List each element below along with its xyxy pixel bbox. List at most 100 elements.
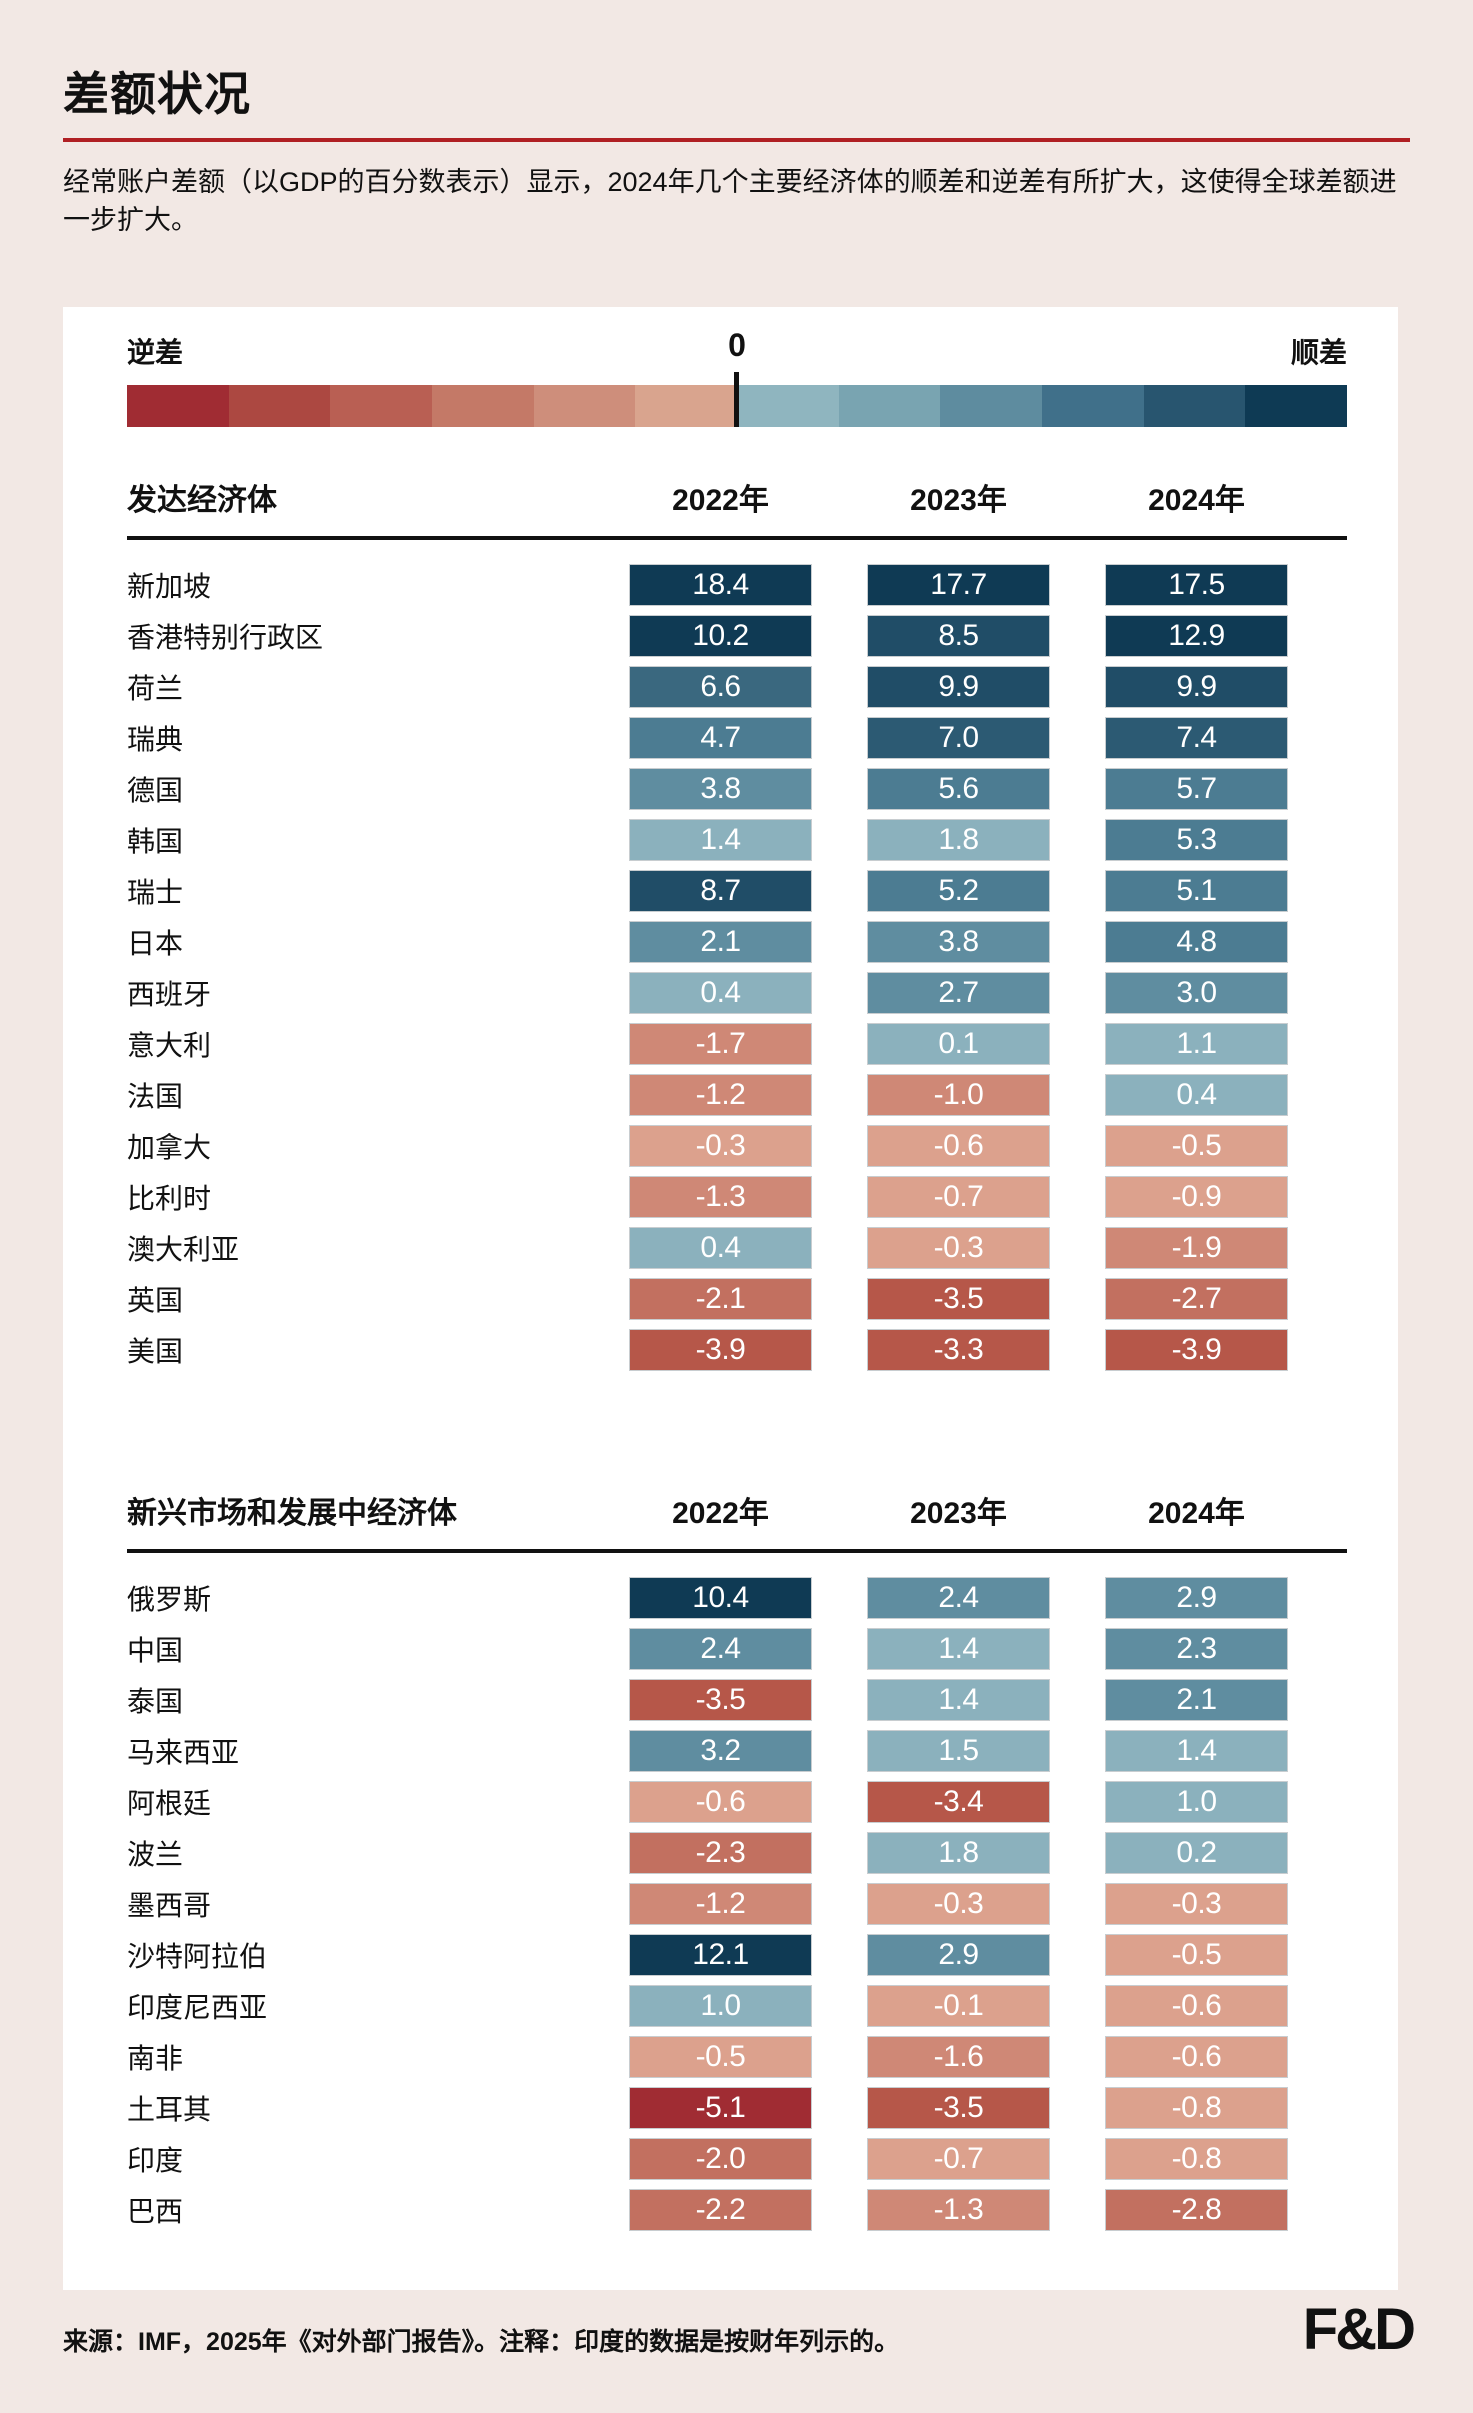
table-row: 英国 -2.1 -3.5 -2.7 (127, 1278, 1347, 1320)
table-row: 墨西哥 -1.2 -0.3 -0.3 (127, 1883, 1347, 1925)
country-label: 德国 (127, 775, 184, 806)
value-cell: 1.8 (867, 1832, 1050, 1874)
value-cell: 9.9 (867, 666, 1050, 708)
value-cell: 0.4 (1105, 1074, 1288, 1116)
legend-zero-label: 0 (728, 327, 746, 363)
value-cell: 4.7 (629, 717, 812, 759)
value-cell: 10.4 (629, 1577, 812, 1619)
value-cell: -0.3 (629, 1125, 812, 1167)
value-cell: -3.9 (1105, 1329, 1288, 1371)
section-emerging-economies: 新兴市场和发展中经济体 2022年 2023年 2024年 俄罗斯 10.4 2.4 2.… (127, 1488, 1347, 2240)
value-cell: -0.6 (1105, 2036, 1288, 2078)
value-cell: -1.3 (629, 1176, 812, 1218)
value-cell: -1.2 (629, 1883, 812, 1925)
country-label: 西班牙 (127, 979, 212, 1010)
table-row: 阿根廷 -0.6 -3.4 1.0 (127, 1781, 1347, 1823)
table-row: 南非 -0.5 -1.6 -0.6 (127, 2036, 1347, 2078)
value-cell: 5.7 (1105, 768, 1288, 810)
column-header-year: 2023年 (910, 484, 1007, 517)
country-label: 比利时 (127, 1183, 212, 1214)
table-row: 加拿大 -0.3 -0.6 -0.5 (127, 1125, 1347, 1167)
table-row: 比利时 -1.3 -0.7 -0.9 (127, 1176, 1347, 1218)
country-label: 法国 (127, 1081, 184, 1112)
chart-card: 逆差 0 顺差 发达经济体 2022年 2023年 2024年 新加坡 18.4 17.… (63, 307, 1398, 2290)
table-row: 德国 3.8 5.6 5.7 (127, 768, 1347, 810)
value-cell: -1.9 (1105, 1227, 1288, 1269)
value-cell: -2.2 (629, 2189, 812, 2231)
country-label: 瑞典 (127, 724, 184, 755)
country-label: 中国 (127, 1635, 184, 1666)
value-cell: 2.9 (1105, 1577, 1288, 1619)
value-cell: -5.1 (629, 2087, 812, 2129)
country-label: 墨西哥 (127, 1890, 212, 1921)
zero-tick-mark (734, 372, 739, 427)
color-scale-segment (1245, 385, 1348, 427)
value-cell: -3.5 (867, 1278, 1050, 1320)
value-cell: -0.6 (629, 1781, 812, 1823)
color-scale-bar (127, 385, 1348, 427)
table-row: 意大利 -1.7 0.1 1.1 (127, 1023, 1347, 1065)
table-row: 澳大利亚 0.4 -0.3 -1.9 (127, 1227, 1347, 1269)
value-cell: 1.4 (867, 1679, 1050, 1721)
table-row: 新加坡 18.4 17.7 17.5 (127, 564, 1347, 606)
table-row: 沙特阿拉伯 12.1 2.9 -0.5 (127, 1934, 1347, 1976)
value-cell: 0.2 (1105, 1832, 1288, 1874)
table-row: 俄罗斯 10.4 2.4 2.9 (127, 1577, 1347, 1619)
value-cell: 1.4 (629, 819, 812, 861)
value-cell: 2.4 (867, 1577, 1050, 1619)
value-cell: 1.5 (867, 1730, 1050, 1772)
value-cell: -0.3 (1105, 1883, 1288, 1925)
value-cell: 7.4 (1105, 717, 1288, 759)
column-header-year: 2022年 (672, 1497, 769, 1530)
country-label: 香港特别行政区 (127, 622, 324, 653)
section-header: 发达经济体 2022年 2023年 2024年 (127, 475, 1347, 519)
value-cell: -3.9 (629, 1329, 812, 1371)
column-header-year: 2023年 (910, 1497, 1007, 1530)
value-cell: 8.5 (867, 615, 1050, 657)
country-label: 印度尼西亚 (127, 1992, 268, 2023)
value-cell: 2.4 (629, 1628, 812, 1670)
color-scale-segment (635, 385, 738, 427)
table-row: 荷兰 6.6 9.9 9.9 (127, 666, 1347, 708)
value-cell: 3.8 (629, 768, 812, 810)
value-cell: 9.9 (1105, 666, 1288, 708)
value-cell: -3.5 (629, 1679, 812, 1721)
country-label: 马来西亚 (127, 1737, 240, 1768)
fd-logo: F&D (1302, 2297, 1416, 2362)
table-rows: 新加坡 18.4 17.7 17.5 香港特别行政区 10.2 8.5 12.9 荷兰 6.6 9.… (127, 564, 1347, 1371)
value-cell: 10.2 (629, 615, 812, 657)
value-cell: 6.6 (629, 666, 812, 708)
value-cell: 8.7 (629, 870, 812, 912)
country-label: 土耳其 (127, 2094, 212, 2125)
country-label: 美国 (127, 1336, 184, 1367)
color-scale-segment (737, 385, 839, 427)
value-cell: 5.3 (1105, 819, 1288, 861)
value-cell: -1.6 (867, 2036, 1050, 2078)
table-row: 法国 -1.2 -1.0 0.4 (127, 1074, 1347, 1116)
value-cell: -0.3 (867, 1883, 1050, 1925)
value-cell: 5.6 (867, 768, 1050, 810)
country-label: 南非 (127, 2043, 184, 2074)
value-cell: 2.1 (629, 921, 812, 963)
value-cell: -1.3 (867, 2189, 1050, 2231)
group-title: 新兴市场和发展中经济体 (127, 1497, 457, 1530)
value-cell: 1.4 (1105, 1730, 1288, 1772)
table-row: 日本 2.1 3.8 4.8 (127, 921, 1347, 963)
legend-deficit-label: 逆差 (127, 337, 184, 368)
source-note: 来源：IMF，2025年《对外部门报告》。注释：印度的数据是按财年列示的。 (63, 2328, 900, 2356)
value-cell: -1.7 (629, 1023, 812, 1065)
legend-surplus-label: 顺差 (1290, 337, 1347, 368)
value-cell: 1.1 (1105, 1023, 1288, 1065)
value-cell: 1.0 (629, 1985, 812, 2027)
value-cell: -2.3 (629, 1832, 812, 1874)
group-title: 发达经济体 (127, 484, 277, 517)
value-cell: 18.4 (629, 564, 812, 606)
table-row: 中国 2.4 1.4 2.3 (127, 1628, 1347, 1670)
value-cell: -0.3 (867, 1227, 1050, 1269)
color-scale-segment (330, 385, 433, 427)
chart-subtitle: 经常账户差额（以GDP的百分数表示）显示，2024年几个主要经济体的顺差和逆差有… (63, 167, 1397, 236)
page-title: 差额状况 (63, 68, 251, 120)
value-cell: 3.2 (629, 1730, 812, 1772)
section-header: 新兴市场和发展中经济体 2022年 2023年 2024年 (127, 1488, 1347, 1532)
color-scale-segment (940, 385, 1043, 427)
